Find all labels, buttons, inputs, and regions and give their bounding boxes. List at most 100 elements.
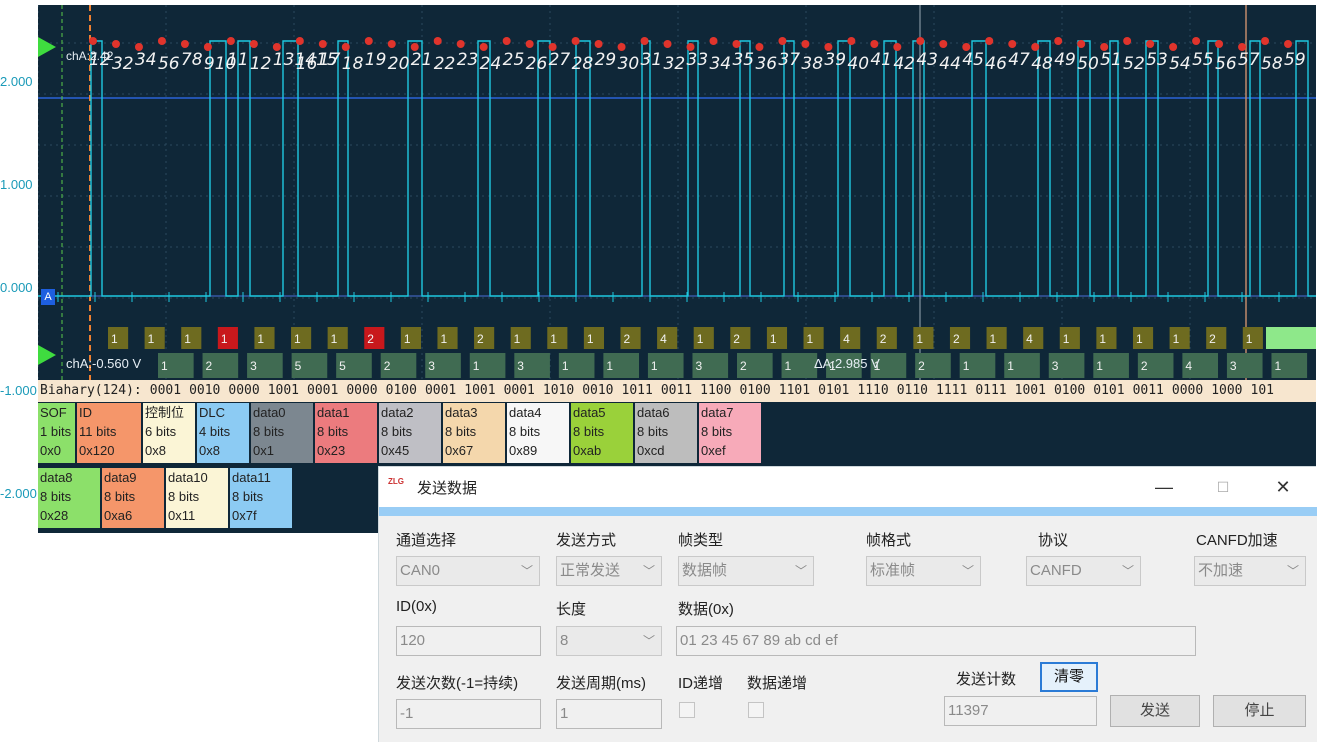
band-value: 1 [697,332,704,346]
field-name: data9 [104,470,137,485]
binary-values: 0001 0010 0000 1001 0001 0000 0100 0001 1001 0001… [142,383,1274,398]
decode-band-high [693,327,714,349]
data-label: 数据(0x) [678,601,734,618]
band-value: 2 [953,332,960,346]
binary-value: 1001 [267,383,299,398]
y-label: 0.000 [0,280,33,295]
send-button[interactable]: 发送 [1110,695,1200,727]
band-value: 4 [1185,359,1192,373]
canfd-accel-select[interactable]: 不加速 ﹀ [1194,556,1306,586]
band-value: 1 [963,359,970,373]
edge-number: 55 [1192,50,1214,70]
edge-marker [479,43,488,51]
edge-marker [525,40,534,48]
edge-marker [433,37,442,45]
edge-number: 53 [1146,50,1168,70]
frame-format-select[interactable]: 标准帧 ﹀ [866,556,981,586]
edge-number: 40 [847,54,869,74]
edge-number: 26 [526,54,548,74]
minimize-button[interactable]: — [1155,477,1173,497]
edge-number: 35 [732,50,754,70]
decode-band-low [915,353,951,378]
edge-number: 44 [939,54,961,74]
decode-band-low [469,353,506,378]
edge-number: 21 [411,50,433,70]
binary-value: 1110 [857,383,889,398]
field-value: 0x120 [79,443,115,458]
send-mode-select[interactable]: 正常发送 ﹀ [556,556,662,586]
maximize-button[interactable]: ☐ [1216,479,1230,495]
decode-band-high [1206,327,1227,349]
send-period-input[interactable]: 1 [556,699,662,729]
field-dlc: DLC 4 bits 0x8 [197,403,249,463]
band-value: 2 [367,332,374,346]
protocol-select[interactable]: CANFD ﹀ [1026,556,1141,586]
channel-select[interactable]: CAN0 ﹀ [396,556,540,586]
edge-number: 50 [1077,54,1099,74]
field-data0: data0 8 bits 0x1 [251,403,313,463]
edge-marker [249,40,258,48]
binary-value: 0001 [307,383,339,398]
oscilloscope-view[interactable]: 12 32 34 56 78 910 11 12 131415 16 17 18 19 20 21 22 23 2… [38,5,1316,533]
channel-a-marker[interactable]: A [41,289,55,305]
edge-number: 49 [1054,50,1076,70]
field-value: 0x1 [253,443,274,458]
dialog-titlebar[interactable]: ZLG 发送数据 — ☐ ✕ [379,467,1317,507]
band-value: 1 [148,332,155,346]
frame-type-select[interactable]: 数据帧 ﹀ [678,556,814,586]
binary-value: 1001 [1014,383,1046,398]
binary-value: 0010 [189,383,221,398]
send-count-input[interactable]: -1 [396,699,541,729]
edge-marker [1077,40,1086,48]
edge-number: 59 [1284,50,1306,70]
id-input[interactable]: 120 [396,626,541,656]
field-value: 0x67 [445,443,474,458]
edge-marker [1146,40,1155,48]
band-value: 5 [295,359,302,373]
decode-band-low [647,353,684,378]
band-value: 2 [1209,332,1216,346]
binary-value: 1010 [542,383,575,398]
decode-band-high [327,327,348,349]
canfd-accel-label: CANFD加速 [1196,532,1278,549]
clear-button[interactable]: 清零 [1040,662,1098,692]
length-select[interactable]: 8 ﹀ [556,626,662,656]
edge-marker [985,37,994,45]
id-increment-checkbox[interactable] [679,702,695,718]
edge-marker [226,37,235,45]
edge-marker [594,40,603,48]
field-value: 0x11 [168,508,196,523]
decode-band-high [766,327,788,349]
decode-band-low [291,353,328,378]
field-data2: data2 8 bits 0x45 [379,403,441,463]
data-input[interactable]: 01 23 45 67 89 ab cd ef [676,626,1196,656]
edge-number: 18 [342,54,364,74]
decode-band-high [437,327,458,349]
edge-number: 12 [250,54,272,74]
decode-band-high [1169,327,1190,349]
close-button[interactable]: ✕ [1275,477,1291,497]
edge-number: 45 [962,50,984,70]
edge-marker [341,43,350,51]
send-data-dialog: ZLG 发送数据 — ☐ ✕ 通道选择 发送方式 帧类型 帧格式 协议 CANF… [378,466,1317,742]
decode-band-high [986,327,1007,349]
decode-band-high [1059,327,1080,349]
edge-marker [111,40,120,48]
data-increment-checkbox[interactable] [748,702,764,718]
dialog-accent-bar [379,507,1317,516]
decode-band-high [876,327,897,349]
edge-marker [180,40,189,48]
band-value: 1 [294,332,301,346]
stop-button[interactable]: 停止 [1213,695,1306,727]
band-value: 1 [221,332,228,346]
field-name: data7 [701,405,734,420]
edge-number: 39 [824,50,846,70]
edge-marker [89,37,97,45]
band-value: 1 [257,332,264,346]
field-bits: 8 bits [104,489,136,504]
edge-number: 34 [135,50,157,70]
edge-number: 11 [227,50,249,70]
chevron-down-icon: ﹀ [794,564,807,578]
binary-value: 0011 [1132,383,1164,398]
